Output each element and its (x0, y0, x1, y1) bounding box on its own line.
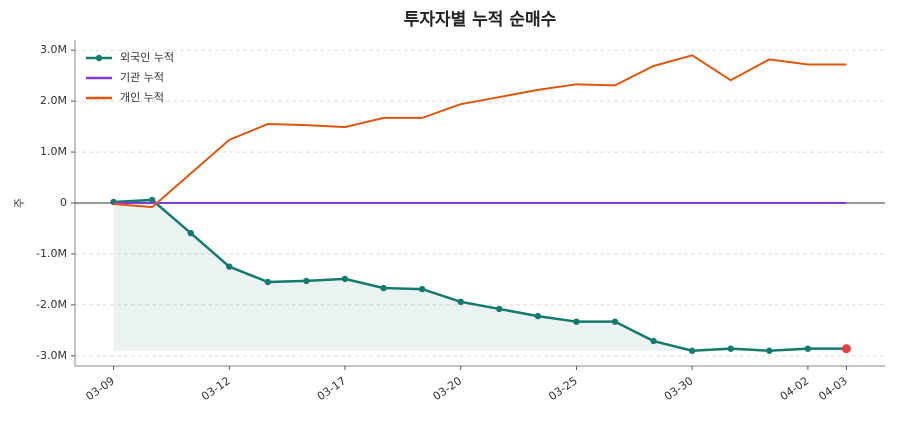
point (804, 345, 812, 352)
y-tick-label: 2.0M (40, 94, 67, 107)
point (573, 318, 580, 325)
y-tick-label: 1.0M (40, 145, 67, 158)
point (688, 347, 696, 354)
point (264, 278, 272, 286)
point (341, 275, 349, 283)
point (303, 277, 310, 285)
point (148, 196, 156, 204)
point (418, 285, 426, 293)
y-tick-label: -2.0M (36, 298, 67, 311)
y-tick-label: -1.0M (36, 247, 67, 260)
point (496, 305, 503, 313)
point (611, 318, 619, 325)
y-tick-label: 0 (60, 196, 67, 209)
series-line (113, 54, 847, 209)
area-fill (113, 199, 847, 351)
point (226, 263, 233, 270)
highlight-point (841, 344, 851, 354)
point (534, 312, 542, 320)
legend-marker (95, 54, 103, 62)
y-tick-label: -3.0M (36, 349, 67, 362)
point (380, 284, 387, 292)
point (187, 229, 194, 237)
point (457, 298, 464, 306)
legend-label: 외국인 누적 (120, 51, 174, 64)
point (766, 347, 773, 354)
chart-title: 투자자별 누적 순매수 (404, 10, 557, 30)
point (650, 337, 657, 345)
y-tick-label: 3.0M (40, 43, 67, 56)
legend-label: 기관 누적 (120, 71, 164, 84)
series-line (113, 198, 847, 352)
point (727, 345, 734, 352)
legend-label: 개인 누적 (120, 91, 164, 104)
y-axis-label: 주 (13, 198, 26, 208)
